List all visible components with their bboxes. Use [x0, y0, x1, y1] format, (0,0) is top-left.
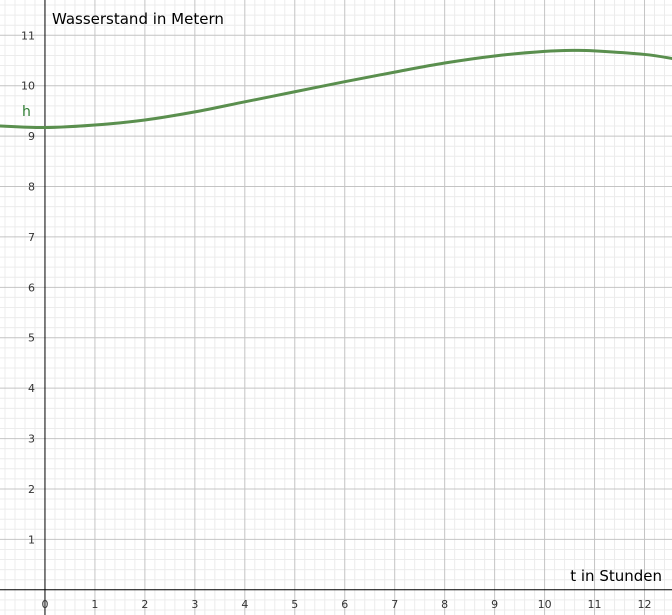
y-tick-label: 4	[28, 382, 35, 395]
x-tick-label: 1	[91, 598, 98, 611]
y-tick-label: 6	[28, 281, 35, 294]
x-tick-label: 9	[491, 598, 498, 611]
y-tick-label: 3	[28, 433, 35, 446]
x-tick-label: 7	[391, 598, 398, 611]
x-tick-label: 8	[441, 598, 448, 611]
y-tick-label: 2	[28, 483, 35, 496]
y-tick-label: 9	[28, 130, 35, 143]
x-tick-label: 11	[588, 598, 602, 611]
y-tick-label: 7	[28, 231, 35, 244]
series-line	[0, 48, 672, 130]
x-tick-label: 2	[141, 598, 148, 611]
y-axis-title: Wasserstand in Metern	[52, 10, 224, 28]
x-tick-label: 12	[638, 598, 652, 611]
y-tick-label: 10	[21, 80, 35, 93]
y-tick-label: 1	[28, 533, 35, 546]
x-tick-label: 10	[538, 598, 552, 611]
x-tick-label: 4	[241, 598, 248, 611]
x-axis-title: t in Stunden	[570, 567, 662, 585]
y-tick-label: 5	[28, 332, 35, 345]
x-tick-label: 3	[191, 598, 198, 611]
x-tick-label: 0	[41, 598, 48, 611]
x-tick-label: 5	[291, 598, 298, 611]
series-label: h	[22, 104, 31, 120]
y-tick-label: 8	[28, 181, 35, 194]
x-tick-label: 6	[341, 598, 348, 611]
series-layer: h	[0, 48, 672, 130]
y-tick-label: 11	[21, 29, 35, 42]
